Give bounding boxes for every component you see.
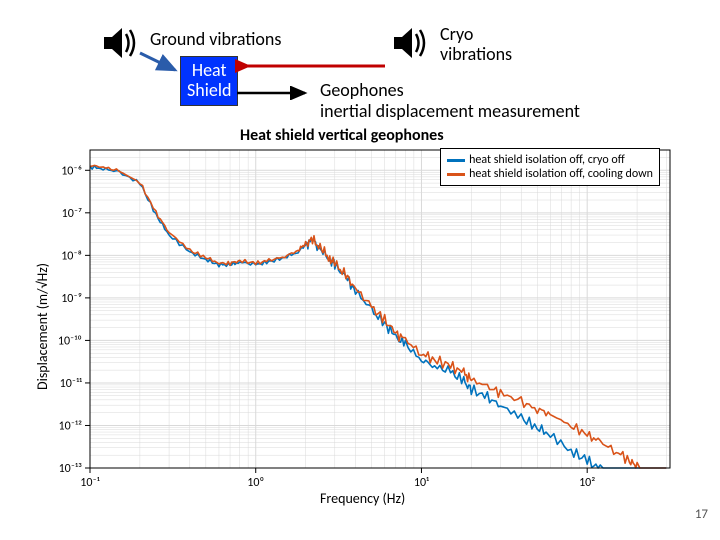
diagram-header: Ground vibrations Cryo vibrations Heat S… bbox=[0, 0, 720, 130]
chart: Heat shield vertical geophones Displacem… bbox=[30, 130, 690, 510]
geophones-label: Geophones inertial displacement measurem… bbox=[320, 80, 580, 121]
legend-entry: heat shield isolation off, cryo off bbox=[447, 153, 653, 167]
cryo-vibrations-label: Cryo vibrations bbox=[440, 25, 512, 65]
legend-entry: heat shield isolation off, cooling down bbox=[447, 167, 653, 181]
chart-legend: heat shield isolation off, cryo off heat… bbox=[440, 148, 660, 186]
svg-text:10⁻⁶: 10⁻⁶ bbox=[61, 164, 82, 178]
svg-text:10⁻¹²: 10⁻¹² bbox=[59, 419, 82, 433]
svg-text:10¹: 10¹ bbox=[414, 476, 429, 490]
svg-text:10⁰: 10⁰ bbox=[247, 476, 264, 490]
legend-swatch bbox=[447, 173, 465, 176]
chart-plot: 10⁻¹ 10⁰ 10¹ 10² 10⁻¹³ 10⁻¹² 10⁻¹¹ 10⁻¹⁰ 10⁻⁹ 10⁻… bbox=[30, 144, 690, 504]
svg-text:10⁻⁸: 10⁻⁸ bbox=[61, 249, 82, 263]
ground-vibrations-label: Ground vibrations bbox=[150, 28, 281, 50]
legend-label: heat shield isolation off, cooling down bbox=[469, 167, 653, 181]
page-number: 17 bbox=[695, 507, 708, 522]
svg-text:10²: 10² bbox=[579, 476, 595, 490]
legend-label: heat shield isolation off, cryo off bbox=[469, 153, 625, 167]
speaker-icon bbox=[390, 22, 432, 64]
svg-text:10⁻¹¹: 10⁻¹¹ bbox=[60, 377, 82, 391]
svg-text:10⁻¹: 10⁻¹ bbox=[80, 476, 99, 490]
arrow-long-icon bbox=[235, 56, 395, 76]
svg-text:10⁻¹³: 10⁻¹³ bbox=[59, 462, 82, 476]
heat-shield-box: Heat Shield bbox=[180, 56, 238, 106]
svg-text:10⁻⁹: 10⁻⁹ bbox=[61, 292, 82, 306]
svg-text:10⁻⁷: 10⁻⁷ bbox=[62, 207, 82, 221]
svg-text:10⁻¹⁰: 10⁻¹⁰ bbox=[58, 334, 82, 348]
chart-title: Heat shield vertical geophones bbox=[240, 126, 444, 145]
arrow-short-icon bbox=[135, 48, 185, 78]
arrow-black-icon bbox=[235, 86, 315, 100]
legend-swatch bbox=[447, 159, 465, 162]
